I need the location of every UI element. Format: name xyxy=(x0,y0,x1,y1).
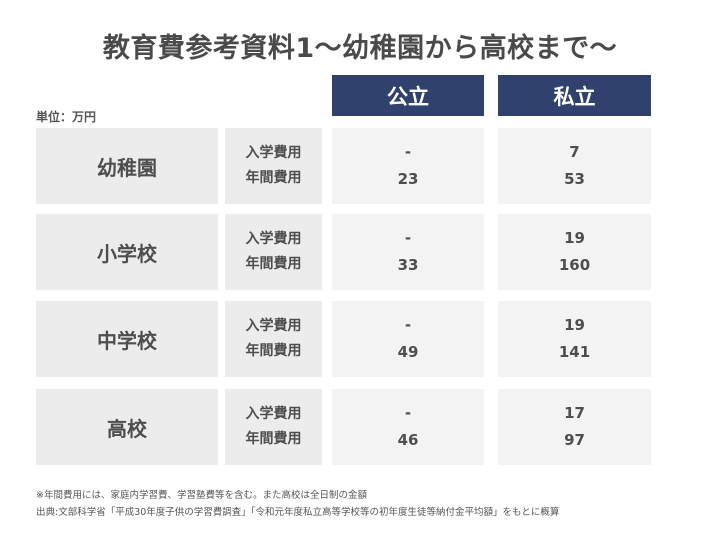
public-value-cell: - 23 xyxy=(332,128,484,204)
column-header-public: 公立 xyxy=(332,75,484,116)
table-row: 高校 入学費用 年間費用 - 46 17 97 xyxy=(0,389,720,465)
entrance-fee-label: 入学費用 xyxy=(245,406,302,422)
annual-fee-label: 年間費用 xyxy=(245,343,302,359)
public-value-cell: - 49 xyxy=(332,301,484,377)
annual-fee-label: 年間費用 xyxy=(245,170,302,186)
table-row: 中学校 入学費用 年間費用 - 49 19 141 xyxy=(0,301,720,377)
public-annual-value: 49 xyxy=(397,343,419,361)
private-value-cell: 7 53 xyxy=(498,128,651,204)
entrance-fee-label: 入学費用 xyxy=(245,318,302,334)
private-annual-value: 160 xyxy=(558,256,591,274)
private-annual-value: 97 xyxy=(564,431,585,449)
public-entrance-value: - xyxy=(404,404,412,422)
public-annual-value: 46 xyxy=(397,431,419,449)
column-header-private: 私立 xyxy=(498,75,651,116)
private-annual-value: 53 xyxy=(564,170,585,188)
private-entrance-value: 17 xyxy=(564,404,585,422)
public-annual-value: 23 xyxy=(397,170,419,188)
unit-label: 単位：万円 xyxy=(36,110,97,124)
table-row: 小学校 入学費用 年間費用 - 33 19 160 xyxy=(0,214,720,290)
fee-label-cell: 入学費用 年間費用 xyxy=(225,128,322,204)
table-row: 幼稚園 入学費用 年間費用 - 23 7 53 xyxy=(0,128,720,204)
public-value-cell: - 46 xyxy=(332,389,484,465)
private-entrance-value: 19 xyxy=(564,229,585,247)
category-cell: 中学校 xyxy=(36,301,218,377)
private-value-cell: 19 141 xyxy=(498,301,651,377)
public-annual-value: 33 xyxy=(397,256,419,274)
category-cell: 高校 xyxy=(36,389,218,465)
private-value-cell: 17 97 xyxy=(498,389,651,465)
fee-label-cell: 入学費用 年間費用 xyxy=(225,389,322,465)
fee-label-cell: 入学費用 年間費用 xyxy=(225,301,322,377)
private-annual-value: 141 xyxy=(558,343,591,361)
footnote: ※年間費用には、家庭内学習費、学習塾費等を含む。また高校は全日制の金額 xyxy=(36,490,367,501)
entrance-fee-label: 入学費用 xyxy=(245,231,302,247)
entrance-fee-label: 入学費用 xyxy=(245,145,302,161)
source-note: 出典:文部科学省「平成30年度子供の学習費調査」「令和元年度私立高等学校等の初年… xyxy=(36,507,560,518)
annual-fee-label: 年間費用 xyxy=(245,256,302,272)
category-cell: 小学校 xyxy=(36,214,218,290)
public-entrance-value: - xyxy=(404,143,412,161)
page-title: 教育費参考資料1〜幼稚園から高校まで〜 xyxy=(102,33,618,64)
private-entrance-value: 7 xyxy=(569,143,580,161)
annual-fee-label: 年間費用 xyxy=(245,431,302,447)
public-entrance-value: - xyxy=(404,229,412,247)
public-value-cell: - 33 xyxy=(332,214,484,290)
fee-label-cell: 入学費用 年間費用 xyxy=(225,214,322,290)
private-value-cell: 19 160 xyxy=(498,214,651,290)
private-entrance-value: 19 xyxy=(564,316,585,334)
public-entrance-value: - xyxy=(404,316,412,334)
category-cell: 幼稚園 xyxy=(36,128,218,204)
